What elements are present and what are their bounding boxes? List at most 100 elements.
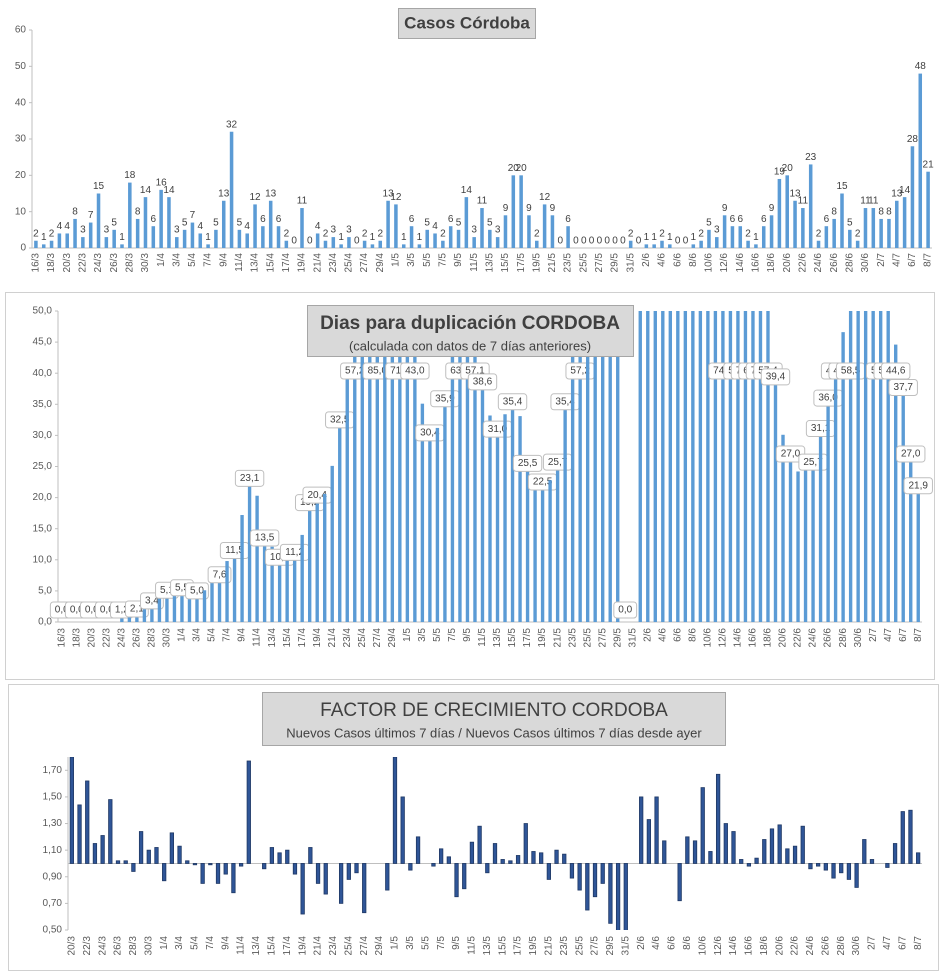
y-tick-label: 40 — [15, 97, 27, 108]
x-tick-label: 30/3 — [162, 628, 173, 648]
bar — [519, 175, 523, 248]
data-label: 3 — [174, 225, 180, 236]
bar — [855, 240, 860, 248]
x-tick-label: 4/7 — [883, 628, 894, 642]
bar — [662, 840, 667, 864]
x-tick-label: 26/3 — [132, 628, 143, 648]
bar — [345, 366, 349, 622]
x-tick-label: 8/6 — [682, 936, 693, 950]
bar — [525, 463, 530, 622]
bar — [277, 557, 282, 622]
data-label: 85,0 — [368, 366, 388, 377]
x-tick-label: 25/4 — [344, 253, 355, 273]
data-label: 5 — [456, 217, 462, 228]
x-tick-label: 31/5 — [625, 253, 636, 273]
bar — [370, 244, 375, 248]
data-label: 2 — [377, 228, 383, 239]
bar — [841, 332, 845, 622]
x-tick-label: 22/6 — [790, 936, 801, 956]
bar — [262, 538, 267, 622]
bar — [231, 863, 236, 894]
data-label: 9 — [769, 203, 775, 214]
x-tick-label: 5/4 — [187, 253, 198, 267]
data-label: 22,5 — [533, 477, 553, 488]
bar — [887, 218, 891, 248]
data-label: 14 — [140, 185, 152, 196]
bar — [261, 226, 265, 248]
bar — [208, 863, 213, 866]
x-tick-label: 7/5 — [436, 936, 447, 950]
x-tick-label: 4/7 — [882, 936, 893, 950]
x-tick-label: 7/4 — [203, 253, 214, 267]
x-tick-label: 15/5 — [500, 253, 511, 273]
x-tick-label: 22/3 — [82, 936, 93, 956]
bar — [615, 863, 621, 930]
y-tick-label: 60 — [15, 25, 27, 36]
bar — [210, 582, 214, 622]
x-tick-label: 31/5 — [620, 936, 631, 956]
bar — [339, 244, 343, 248]
x-tick-label: 28/3 — [147, 628, 158, 648]
bar — [773, 376, 778, 622]
bar — [360, 311, 364, 622]
bar — [533, 478, 537, 622]
data-label: 2 — [698, 228, 704, 239]
bar — [792, 845, 798, 864]
bar — [143, 197, 148, 248]
x-tick-label: 23/4 — [328, 936, 339, 956]
data-label: 8 — [135, 207, 141, 218]
bar — [108, 799, 113, 864]
x-tick-label: 18/6 — [766, 253, 777, 273]
bar — [677, 863, 682, 902]
x-tick-label: 13/4 — [250, 253, 261, 273]
y-tick-label: 0,90 — [43, 871, 63, 882]
bar — [488, 229, 492, 248]
bar — [150, 600, 154, 622]
bar — [660, 240, 664, 248]
x-tick-label: 15/4 — [267, 936, 278, 956]
x-tick-label: 27/4 — [372, 628, 383, 648]
data-label: 74,3 — [713, 366, 733, 377]
x-tick-label: 30/3 — [140, 253, 151, 273]
data-label: 1 — [644, 232, 650, 243]
bar — [713, 311, 718, 622]
bar — [736, 311, 740, 622]
bar — [128, 182, 132, 248]
bar — [546, 863, 551, 880]
y-tick-label: 30 — [15, 134, 27, 145]
bar — [392, 757, 398, 864]
data-label: 0 — [612, 236, 618, 247]
data-label-box — [903, 477, 933, 495]
bar — [758, 311, 763, 622]
data-label: 5,5 — [175, 582, 189, 593]
bar — [225, 561, 229, 622]
title-box — [398, 8, 536, 39]
bar — [761, 226, 766, 248]
bar — [808, 863, 813, 870]
bar — [439, 848, 444, 864]
bar — [700, 787, 705, 864]
bar — [480, 381, 485, 622]
bar — [743, 311, 748, 622]
data-label: 12 — [249, 192, 261, 203]
bar — [777, 178, 782, 248]
bar — [49, 240, 54, 248]
bar — [448, 226, 453, 248]
data-label: 5 — [213, 217, 219, 228]
data-label: 5 — [111, 217, 117, 228]
bar — [420, 403, 425, 622]
data-label-box — [888, 379, 918, 397]
bar — [823, 863, 828, 871]
data-label: 1 — [370, 232, 376, 243]
data-label: 6 — [276, 214, 282, 225]
y-tick-label: 10,0 — [33, 554, 53, 565]
bar — [731, 831, 736, 864]
bar — [409, 226, 414, 248]
bar — [721, 311, 725, 622]
bar — [408, 863, 413, 871]
x-tick-label: 4/6 — [657, 253, 668, 267]
x-tick-label: 17/4 — [282, 936, 293, 956]
bar — [793, 200, 797, 248]
data-label: 0,0 — [85, 605, 99, 616]
y-tick-label: 5,0 — [38, 586, 52, 597]
